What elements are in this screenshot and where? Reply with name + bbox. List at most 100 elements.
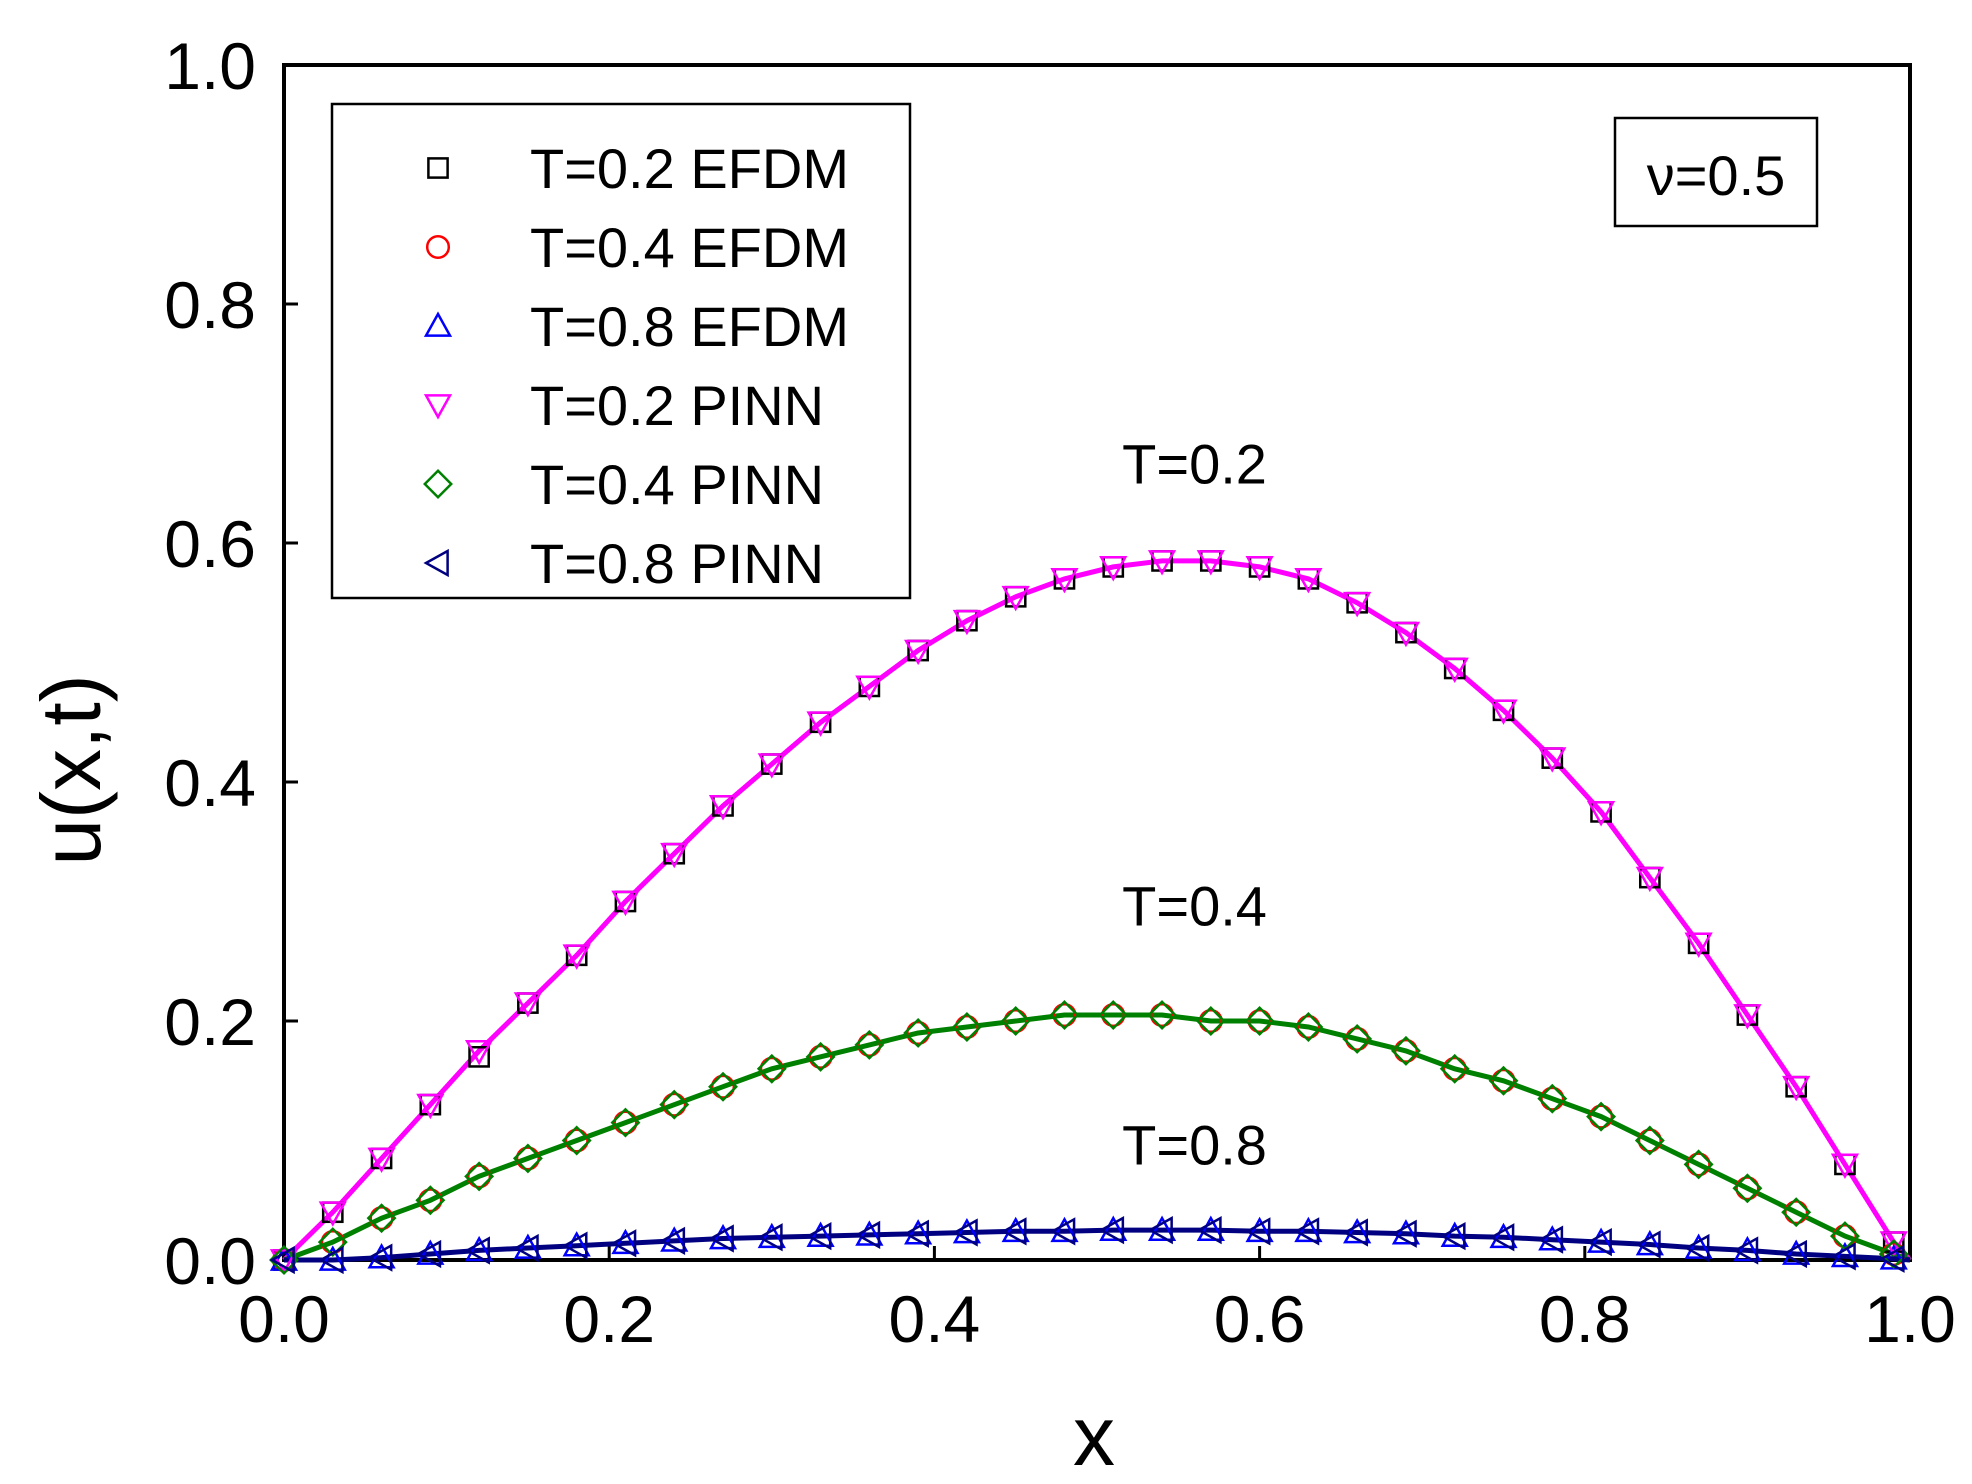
data-point bbox=[1147, 1000, 1178, 1030]
data-point bbox=[1684, 932, 1713, 958]
x-tick-label: 0.8 bbox=[1539, 1282, 1631, 1356]
data-point bbox=[468, 1046, 490, 1068]
data-point bbox=[1244, 1006, 1275, 1036]
x-tick-label: 0.4 bbox=[889, 1282, 981, 1356]
data-point bbox=[1538, 1225, 1567, 1251]
data-point bbox=[952, 1217, 982, 1244]
data-point bbox=[708, 795, 738, 821]
data-point bbox=[1343, 591, 1372, 618]
data-point bbox=[1586, 801, 1616, 827]
data-point bbox=[610, 1107, 641, 1138]
legend-label: T=0.8 PINN bbox=[530, 532, 824, 595]
data-point bbox=[855, 675, 884, 701]
data-point bbox=[367, 1243, 396, 1269]
data-point bbox=[1195, 1006, 1226, 1036]
data-point bbox=[1491, 1068, 1516, 1093]
data-point bbox=[1782, 1075, 1811, 1102]
data-point bbox=[415, 1185, 446, 1216]
data-point bbox=[611, 890, 640, 917]
data-point bbox=[1733, 1235, 1762, 1262]
legend: T=0.2 EFDM T=0.4 EFDM T=0.8 EFDM T=0.2 PINN… bbox=[330, 102, 912, 600]
data-point bbox=[1830, 1241, 1860, 1268]
data-point bbox=[418, 1188, 443, 1213]
y-tick-label: 0.2 bbox=[164, 985, 256, 1059]
legend-marker bbox=[425, 234, 451, 260]
data-point bbox=[708, 1071, 738, 1102]
data-point bbox=[1635, 1229, 1664, 1256]
data-point bbox=[1393, 1038, 1418, 1063]
data-point bbox=[757, 1222, 786, 1249]
data-point bbox=[269, 1249, 299, 1275]
data-point bbox=[1294, 568, 1323, 594]
parameter-label: ν=0.5 bbox=[1647, 144, 1786, 207]
data-point bbox=[269, 1245, 295, 1275]
data-point bbox=[512, 1143, 543, 1174]
data-point bbox=[1342, 1218, 1369, 1247]
data-point bbox=[366, 1203, 397, 1234]
x-axis-label: x bbox=[1073, 1389, 1115, 1483]
data-point bbox=[1586, 1227, 1616, 1253]
data-point bbox=[1635, 866, 1664, 893]
data-point bbox=[904, 639, 933, 666]
y-tick-label: 1.0 bbox=[164, 29, 256, 103]
data-point bbox=[464, 1235, 494, 1262]
data-point bbox=[1634, 1125, 1665, 1156]
data-point bbox=[1488, 1065, 1519, 1096]
data-point bbox=[756, 1053, 787, 1084]
data-point bbox=[1293, 1012, 1324, 1042]
data-point bbox=[467, 1164, 492, 1189]
x-tick-label: 0.6 bbox=[1214, 1282, 1306, 1356]
data-point bbox=[1343, 1217, 1372, 1244]
data-point bbox=[1050, 1216, 1079, 1243]
data-point bbox=[1440, 1221, 1469, 1247]
data-point bbox=[464, 1040, 494, 1066]
plot-frame bbox=[282, 63, 1912, 1262]
data-point bbox=[464, 1161, 495, 1192]
data-point bbox=[1439, 1053, 1470, 1084]
curve-annotation: T=0.2 bbox=[1122, 432, 1267, 495]
data-point bbox=[318, 1245, 344, 1275]
data-point bbox=[951, 1012, 982, 1042]
data-point bbox=[1296, 1014, 1321, 1040]
data-point bbox=[610, 1229, 637, 1258]
data-point bbox=[1245, 556, 1274, 582]
legend-marker bbox=[423, 469, 453, 499]
curve-annotation: T=0.8 bbox=[1122, 1113, 1267, 1176]
data-point bbox=[660, 842, 689, 869]
data-point bbox=[757, 1223, 783, 1252]
data-point bbox=[611, 1228, 640, 1255]
data-point bbox=[1442, 1056, 1467, 1081]
legend-label: T=0.4 EFDM bbox=[530, 216, 849, 279]
data-point bbox=[906, 1020, 931, 1045]
data-point bbox=[1049, 1217, 1076, 1246]
data-point bbox=[805, 1041, 836, 1072]
data-point bbox=[952, 1218, 978, 1247]
data-point bbox=[1537, 1083, 1568, 1114]
data-point bbox=[855, 1220, 884, 1246]
y-axis-label: u(x,t) bbox=[24, 674, 118, 865]
data-point bbox=[562, 944, 591, 970]
data-point bbox=[1391, 1219, 1421, 1245]
legend-marker bbox=[423, 311, 453, 337]
data-point bbox=[1733, 1004, 1762, 1030]
data-point bbox=[1683, 1149, 1714, 1180]
data-point bbox=[1489, 1222, 1518, 1249]
data-point bbox=[367, 1147, 396, 1173]
data-point bbox=[1686, 1152, 1711, 1177]
data-point bbox=[366, 1243, 393, 1272]
data-point bbox=[1049, 1000, 1080, 1030]
data-point bbox=[1879, 1244, 1905, 1273]
data-point bbox=[1342, 1023, 1373, 1054]
data-point bbox=[1784, 1200, 1809, 1225]
data-point bbox=[1637, 1128, 1662, 1153]
data-point bbox=[806, 1221, 835, 1247]
data-point bbox=[759, 1056, 784, 1081]
legend-label: T=0.4 PINN bbox=[530, 453, 824, 516]
data-point bbox=[317, 1227, 348, 1258]
data-point bbox=[954, 1014, 979, 1040]
series-line bbox=[283, 1012, 1911, 1263]
data-point bbox=[660, 1226, 689, 1252]
data-point bbox=[513, 1233, 543, 1259]
data-point bbox=[854, 1029, 885, 1060]
